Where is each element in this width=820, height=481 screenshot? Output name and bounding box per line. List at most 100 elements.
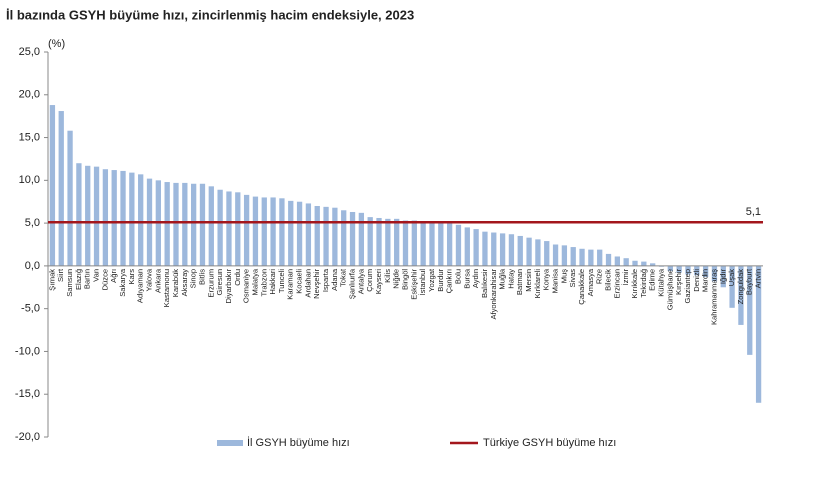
bar	[411, 220, 417, 266]
y-tick-label: -10,0	[15, 345, 40, 357]
x-tick-label: Siirt	[56, 268, 65, 282]
x-tick-label: Mersin	[524, 269, 533, 292]
y-tick-label: 0,0	[25, 260, 40, 272]
x-tick-label: Hakkari	[268, 269, 277, 295]
bar	[332, 207, 338, 266]
x-tick-label: Manisa	[551, 268, 560, 293]
x-tick-label: Osmaniye	[242, 269, 251, 303]
x-tick-label: Giresun	[215, 269, 224, 296]
x-tick-label: Antalya	[356, 268, 365, 294]
bar	[226, 191, 232, 266]
bar	[482, 231, 488, 266]
x-tick-label: Çankırı	[445, 269, 454, 293]
bar	[288, 200, 294, 266]
x-tick-label: Ağrı	[109, 269, 118, 283]
bar	[685, 265, 691, 275]
bar	[694, 265, 700, 276]
bar	[191, 183, 197, 266]
x-tick-label: Sakarya	[118, 268, 127, 297]
x-tick-label: Karabük	[171, 269, 180, 297]
legend-swatch	[217, 440, 243, 446]
x-tick-label: Adıyaman	[136, 269, 145, 303]
bar	[755, 265, 762, 403]
x-tick-label: Karaman	[286, 269, 295, 300]
x-tick-label: Kilis	[383, 269, 392, 283]
x-tick-label: Erzurum	[206, 269, 215, 298]
x-tick-label: İzmir	[621, 268, 630, 285]
x-tick-label: Diyarbakır	[224, 268, 233, 303]
bar	[323, 206, 329, 266]
bar	[76, 163, 82, 266]
x-tick-label: Niğde	[392, 269, 401, 289]
x-tick-label: Eskişehir	[409, 268, 418, 299]
bar	[641, 261, 647, 266]
x-tick-label: Mardin	[701, 269, 710, 292]
x-tick-label: Bursa	[462, 268, 471, 289]
bar	[296, 201, 303, 266]
x-tick-label: Tokat	[339, 268, 348, 287]
bar	[676, 265, 682, 273]
x-tick-label: Batman	[515, 269, 524, 295]
x-tick-label: Aydın	[471, 269, 480, 288]
bar	[341, 210, 347, 266]
bar	[561, 245, 568, 266]
bar	[526, 237, 532, 266]
bar	[138, 174, 144, 266]
legend-label: İl GSYH büyüme hızı	[247, 436, 350, 449]
bar	[243, 194, 250, 266]
x-tick-label: Burdur	[436, 268, 445, 291]
bar	[650, 263, 656, 266]
x-tick-label: Yozgat	[427, 268, 436, 292]
bar	[597, 249, 603, 266]
x-tick-label: Kayseri	[374, 269, 383, 295]
y-tick-label: 20,0	[19, 89, 40, 101]
x-tick-label: Afyonkarahisar	[489, 268, 498, 319]
x-tick-label: Çanakkale	[577, 269, 586, 305]
x-tick-label: Kırıkkale	[630, 269, 639, 299]
x-tick-label: Bingöl	[401, 269, 410, 290]
bar	[252, 196, 259, 266]
bar	[349, 211, 356, 266]
bar	[358, 212, 365, 266]
y-axis-label: (%)	[48, 38, 65, 50]
bar	[588, 249, 594, 266]
bar	[182, 182, 188, 266]
bar	[261, 197, 267, 266]
bar	[738, 265, 744, 325]
x-tick-label: Muğla	[498, 268, 507, 289]
bar	[720, 265, 726, 288]
x-tick-label: Ordu	[233, 269, 242, 286]
x-tick-label: Ankara	[153, 268, 162, 293]
bar	[614, 256, 620, 266]
bar	[111, 170, 117, 266]
x-tick-label: Edirne	[648, 269, 657, 291]
bar	[473, 229, 479, 266]
x-tick-label: Sinop	[189, 269, 198, 288]
y-tick-label: -5,0	[21, 303, 40, 315]
bar	[93, 166, 100, 266]
y-tick-label: 25,0	[19, 46, 40, 58]
x-tick-label: İstanbul	[418, 269, 427, 296]
bar	[605, 253, 612, 266]
bar	[85, 165, 91, 266]
x-tick-label: Bolu	[453, 269, 462, 284]
bar	[235, 192, 241, 266]
y-tick-label: -20,0	[15, 431, 40, 443]
bar	[58, 111, 64, 266]
x-tick-label: Bitlis	[197, 269, 206, 285]
x-tick-label: Kocaeli	[295, 269, 304, 294]
x-tick-label: Kütahya	[656, 268, 665, 297]
x-tick-label: Kırşehir	[674, 268, 683, 295]
y-tick-label: -15,0	[15, 388, 40, 400]
x-tick-label: Konya	[542, 268, 551, 290]
bar	[279, 198, 285, 266]
bar	[438, 223, 444, 266]
x-tick-label: Kahramanmaraş	[709, 269, 718, 325]
x-tick-label: Zonguldak	[736, 269, 745, 305]
x-tick-label: Denizli	[692, 269, 701, 292]
bar	[535, 239, 541, 266]
x-tick-label: Düzce	[100, 269, 109, 291]
bar	[702, 265, 709, 278]
bar	[508, 234, 515, 266]
chart-title: İl bazında GSYH büyüme hızı, zincirlenmi…	[6, 7, 414, 22]
